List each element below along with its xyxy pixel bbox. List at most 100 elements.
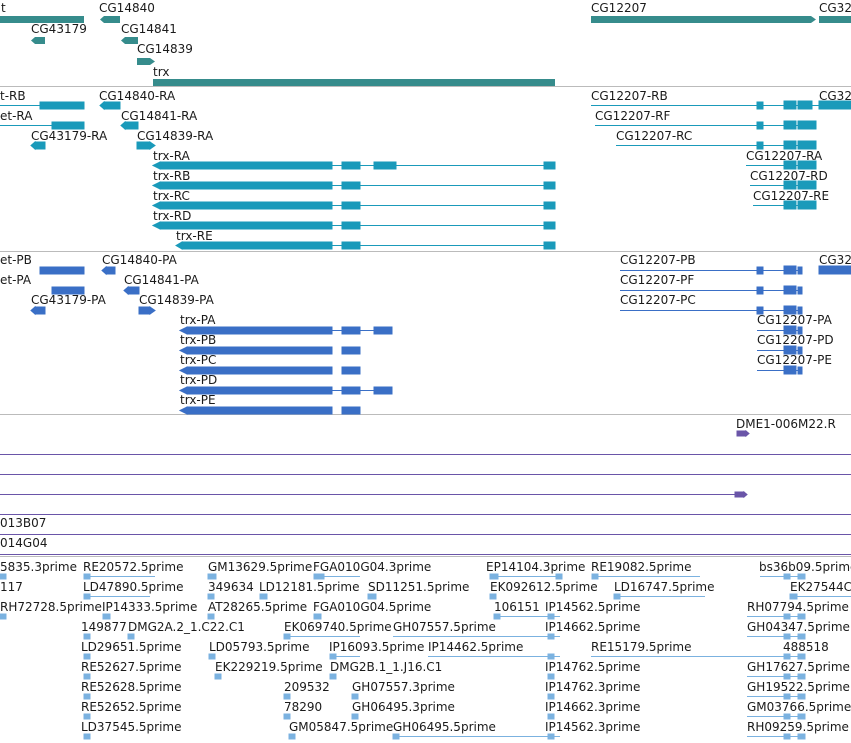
protein-label[interactable]: CG12207-PF (620, 273, 694, 287)
transcript-label[interactable]: t-RB (0, 89, 26, 103)
est-segment[interactable] (547, 733, 555, 740)
transcript-label[interactable]: et-RA (0, 109, 33, 123)
est-segment[interactable] (102, 613, 111, 620)
est-segment[interactable] (797, 633, 806, 640)
est-segment[interactable] (547, 673, 555, 680)
protein-segment[interactable] (373, 386, 393, 395)
est-label[interactable]: IP14562.3prime (545, 720, 640, 734)
est-label[interactable]: RH09259.5prime (747, 720, 849, 734)
est-label[interactable]: EK229219.5prime (215, 660, 323, 674)
transcript-label[interactable]: trx-RE (176, 229, 213, 243)
protein-segment[interactable] (783, 305, 797, 315)
est-label[interactable]: bs36b09.5prime (759, 560, 851, 574)
gene-label[interactable]: CG12207 (591, 1, 647, 15)
transcript-label[interactable]: CG43179-RA (31, 129, 108, 143)
est-label[interactable]: 488518 (783, 640, 829, 654)
est-label[interactable]: RH72728.5prime (0, 600, 102, 614)
est-segment[interactable] (83, 693, 91, 700)
transcript-exon[interactable] (783, 160, 797, 170)
est-segment[interactable] (83, 653, 91, 660)
est-segment[interactable] (83, 713, 91, 720)
est-segment[interactable] (797, 613, 806, 620)
clone-bar[interactable] (734, 491, 745, 498)
protein-segment[interactable] (783, 285, 797, 295)
protein-segment[interactable] (818, 265, 851, 275)
clone-label[interactable]: DME1-006M22.R (736, 417, 836, 431)
transcript-exon[interactable] (341, 181, 361, 190)
est-segment[interactable] (797, 573, 806, 580)
protein-segment[interactable] (797, 286, 803, 295)
transcript-exon[interactable] (797, 120, 817, 130)
transcript-exon[interactable] (103, 101, 121, 110)
protein-segment[interactable] (783, 345, 797, 355)
transcript-exon[interactable] (756, 101, 764, 110)
est-segment[interactable] (489, 573, 499, 580)
transcript-exon[interactable] (34, 141, 46, 150)
transcript-exon[interactable] (341, 221, 361, 230)
est-segment[interactable] (351, 713, 359, 720)
est-segment[interactable] (783, 653, 791, 660)
gene-label[interactable]: trx (153, 65, 169, 79)
est-segment[interactable] (283, 633, 291, 640)
protein-segment[interactable] (51, 286, 85, 295)
protein-label[interactable]: trx-PA (180, 313, 216, 327)
protein-label[interactable]: et-PB (0, 253, 32, 267)
protein-segment[interactable] (341, 346, 361, 355)
protein-segment[interactable] (797, 306, 803, 315)
est-segment[interactable] (547, 653, 555, 660)
est-segment[interactable] (283, 713, 291, 720)
est-label[interactable]: RE19082.5prime (591, 560, 692, 574)
transcript-exon[interactable] (159, 221, 333, 230)
transcript-exon[interactable] (797, 160, 817, 170)
transcript-label[interactable]: CG14840-RA (99, 89, 176, 103)
est-segment[interactable] (392, 733, 400, 740)
est-segment[interactable] (313, 573, 325, 580)
transcript-exon[interactable] (797, 180, 817, 190)
est-segment[interactable] (591, 573, 599, 580)
transcript-exon[interactable] (159, 201, 333, 210)
protein-label[interactable]: CG43179-PA (31, 293, 107, 307)
transcript-exon[interactable] (818, 100, 851, 110)
est-label[interactable]: GH04347.5prime (747, 620, 850, 634)
transcript-label[interactable]: CG14839-RA (137, 129, 214, 143)
protein-segment[interactable] (341, 326, 361, 335)
transcript-exon[interactable] (151, 181, 161, 190)
est-segment[interactable] (127, 633, 135, 640)
protein-segment[interactable] (756, 286, 764, 295)
est-segment[interactable] (489, 593, 497, 600)
protein-segment[interactable] (123, 285, 129, 296)
transcript-exon[interactable] (783, 100, 797, 110)
protein-label[interactable]: CG14840-PA (102, 253, 178, 267)
transcript-exon[interactable] (136, 141, 151, 150)
est-segment[interactable] (783, 633, 791, 640)
protein-segment[interactable] (797, 326, 803, 335)
gene-label[interactable]: CG14841 (121, 22, 177, 36)
est-segment[interactable] (783, 573, 791, 580)
protein-segment[interactable] (797, 266, 803, 275)
gene-label[interactable]: CG43179 (31, 22, 87, 36)
est-label[interactable]: 149877 (81, 620, 127, 634)
protein-segment[interactable] (783, 365, 797, 375)
est-label[interactable]: RE20572.5prime (83, 560, 184, 574)
gene-bar[interactable] (819, 16, 851, 23)
transcript-exon[interactable] (543, 181, 556, 190)
est-segment[interactable] (259, 593, 268, 600)
protein-segment[interactable] (186, 386, 333, 395)
est-segment[interactable] (613, 593, 621, 600)
est-segment[interactable] (789, 593, 798, 600)
gene-bar[interactable] (121, 37, 125, 44)
est-segment[interactable] (83, 593, 91, 600)
protein-segment[interactable] (186, 326, 333, 335)
est-segment[interactable] (329, 673, 337, 680)
protein-segment[interactable] (341, 366, 361, 375)
est-label[interactable]: RH07794.5prime (747, 600, 849, 614)
transcript-exon[interactable] (181, 241, 333, 250)
est-segment[interactable] (555, 573, 563, 580)
protein-segment[interactable] (797, 366, 803, 375)
est-segment[interactable] (313, 613, 322, 620)
protein-segment[interactable] (30, 305, 36, 316)
est-label[interactable]: RE52652.5prime (81, 700, 182, 714)
est-label[interactable]: RE15179.5prime (591, 640, 692, 654)
protein-segment[interactable] (186, 366, 333, 375)
est-segment[interactable] (547, 613, 555, 620)
